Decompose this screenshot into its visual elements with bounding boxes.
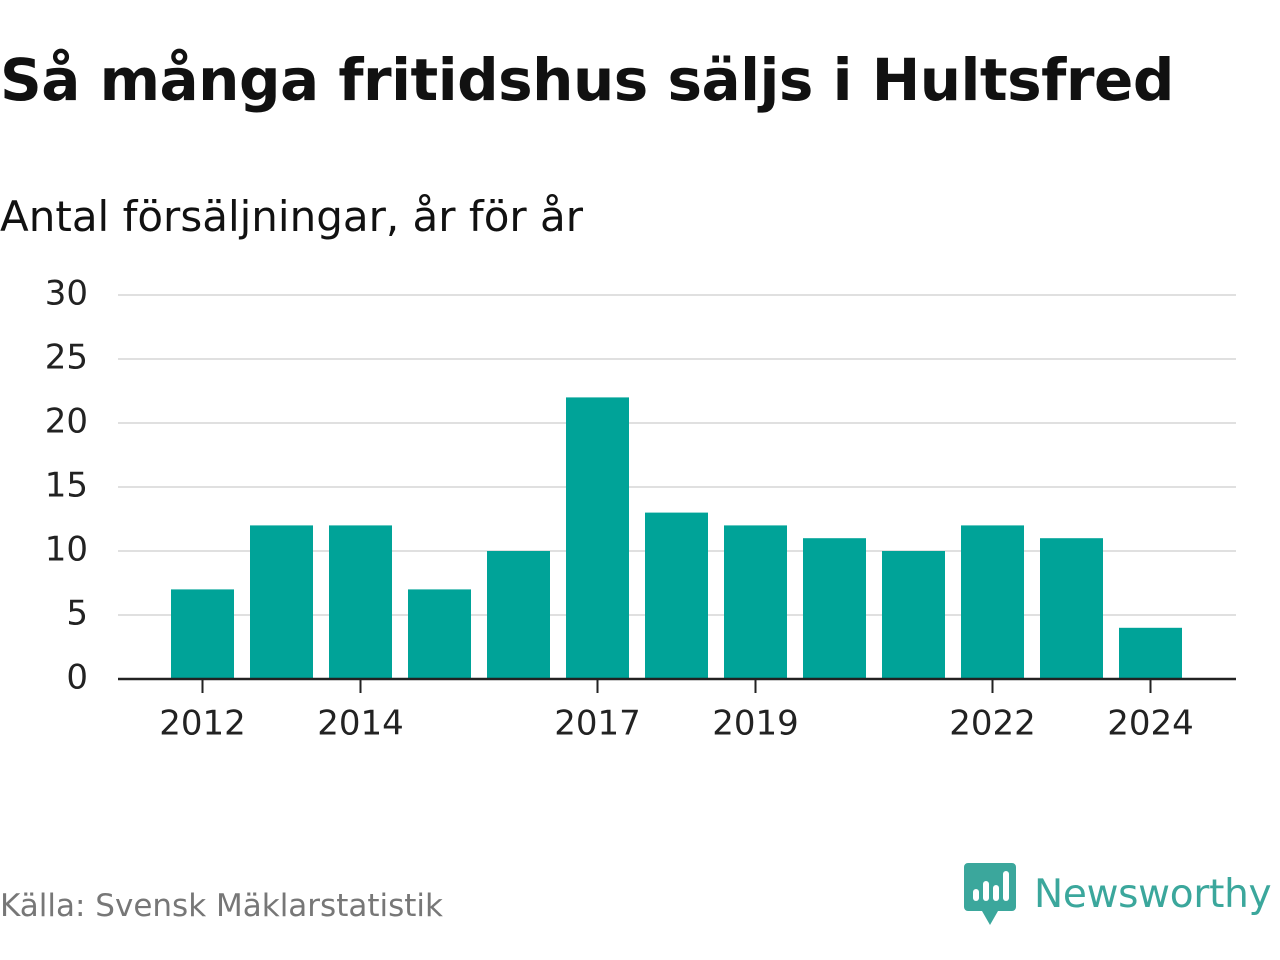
y-tick-label: 10	[45, 530, 88, 570]
bar	[1119, 627, 1182, 679]
bar	[882, 551, 945, 679]
source-credit: Källa: Svensk Mäklarstatistik	[0, 888, 443, 924]
newsworthy-logo-icon	[964, 863, 1016, 925]
chart-subtitle: Antal försäljningar, år för år	[0, 192, 584, 241]
x-axis: 2012 2014 2017 2019 2022 2024	[118, 677, 1236, 744]
bar	[961, 525, 1024, 679]
brand-logo: Newsworthy	[964, 862, 1272, 926]
y-tick-label: 15	[45, 466, 88, 506]
y-tick-label: 20	[45, 402, 88, 442]
x-tick-label: 2022	[949, 704, 1036, 744]
bar	[645, 512, 708, 679]
x-tick-label: 2024	[1107, 704, 1194, 744]
bar	[487, 551, 550, 679]
bar	[566, 397, 629, 679]
x-tick-label: 2017	[554, 704, 641, 744]
bars	[171, 397, 1182, 679]
brand-name: Newsworthy	[1034, 871, 1272, 917]
bar	[408, 589, 471, 679]
y-tick-label: 0	[66, 658, 88, 698]
bar-chart: 0 5 10 15 20 25 30 2012 2014 2017 2019 2022 2024	[45, 274, 1236, 744]
bar	[250, 525, 313, 679]
bar	[171, 589, 234, 679]
y-axis-ticks: 0 5 10 15 20 25 30	[45, 274, 88, 698]
bar	[803, 538, 866, 679]
y-tick-label: 30	[45, 274, 88, 314]
bar	[329, 525, 392, 679]
bar	[724, 525, 787, 679]
chart-title: Så många fritidshus säljs i Hultsfred	[0, 46, 1174, 114]
x-tick-label: 2014	[317, 704, 404, 744]
bar	[1040, 538, 1103, 679]
y-tick-label: 25	[45, 338, 88, 378]
x-tick-label: 2019	[712, 704, 799, 744]
x-tick-label: 2012	[159, 704, 246, 744]
y-tick-label: 5	[66, 594, 88, 634]
